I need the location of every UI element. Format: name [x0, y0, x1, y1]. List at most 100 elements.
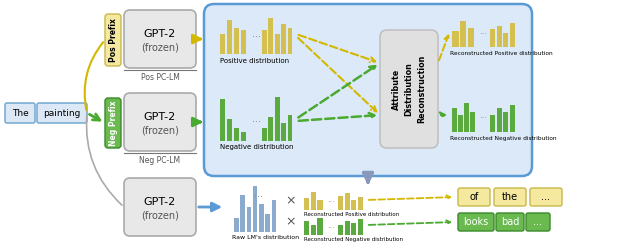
Bar	[317, 200, 323, 210]
FancyBboxPatch shape	[458, 188, 490, 206]
Bar	[344, 221, 349, 235]
Bar	[262, 128, 267, 141]
Bar	[351, 200, 356, 210]
Bar	[317, 218, 323, 235]
Text: ...: ...	[541, 192, 550, 202]
Bar	[304, 221, 309, 235]
FancyBboxPatch shape	[124, 178, 196, 236]
Bar	[452, 31, 458, 47]
FancyBboxPatch shape	[105, 98, 121, 148]
FancyBboxPatch shape	[494, 188, 526, 206]
Text: Attribute
Distribution
Reconstruction: Attribute Distribution Reconstruction	[392, 55, 426, 123]
Text: ...: ...	[252, 114, 261, 124]
Bar	[287, 114, 292, 141]
Text: Neg PC-LM: Neg PC-LM	[140, 156, 180, 165]
Text: Negative distribution: Negative distribution	[220, 144, 294, 150]
Bar	[241, 30, 246, 54]
FancyBboxPatch shape	[37, 103, 87, 123]
Bar	[234, 128, 239, 141]
Text: ...: ...	[327, 220, 335, 230]
Text: (frozen): (frozen)	[141, 43, 179, 53]
Bar	[310, 192, 316, 210]
Text: ...: ...	[252, 29, 261, 39]
FancyBboxPatch shape	[204, 4, 532, 176]
Text: Reconstructed Positive distribution: Reconstructed Positive distribution	[450, 51, 552, 56]
Bar	[351, 223, 356, 235]
Text: Neg Prefix: Neg Prefix	[109, 100, 118, 146]
Text: Reconstructed Negative distribution: Reconstructed Negative distribution	[304, 237, 403, 242]
Text: bad: bad	[501, 217, 519, 227]
FancyBboxPatch shape	[380, 30, 438, 148]
FancyBboxPatch shape	[530, 188, 562, 206]
Bar	[253, 186, 257, 232]
Text: ×: ×	[285, 194, 296, 207]
Text: Reconstructed Positive distribution: Reconstructed Positive distribution	[304, 212, 399, 217]
Bar	[275, 34, 280, 54]
Bar	[272, 200, 276, 232]
Bar	[266, 214, 270, 232]
Bar	[497, 108, 502, 132]
Bar	[468, 28, 474, 47]
Bar	[227, 119, 232, 141]
Bar	[490, 115, 495, 132]
FancyBboxPatch shape	[124, 10, 196, 68]
Bar	[497, 26, 502, 47]
Bar	[281, 24, 286, 54]
Text: Positive distribution: Positive distribution	[220, 58, 289, 64]
Bar	[220, 34, 225, 54]
Bar	[503, 112, 508, 132]
Bar	[220, 99, 225, 141]
FancyBboxPatch shape	[5, 103, 35, 123]
Text: ...: ...	[327, 196, 335, 204]
Bar	[338, 196, 343, 210]
Text: (frozen): (frozen)	[141, 211, 179, 221]
Bar	[281, 124, 286, 141]
Bar	[262, 30, 267, 54]
Bar	[240, 195, 245, 232]
Bar	[268, 117, 273, 141]
Text: Reconstructed Negative distribution: Reconstructed Negative distribution	[450, 136, 557, 141]
Text: of: of	[469, 192, 479, 202]
Bar	[287, 28, 292, 54]
FancyBboxPatch shape	[124, 93, 196, 151]
Text: (frozen): (frozen)	[141, 126, 179, 136]
Text: GPT-2: GPT-2	[144, 29, 176, 39]
Bar	[458, 115, 463, 132]
Bar	[275, 97, 280, 141]
Text: Raw LM's distribution: Raw LM's distribution	[232, 235, 299, 240]
Bar	[246, 207, 251, 232]
Text: looks: looks	[463, 217, 488, 227]
Text: ...: ...	[534, 217, 543, 227]
Text: GPT-2: GPT-2	[144, 197, 176, 207]
Bar	[509, 23, 515, 47]
Bar	[509, 105, 515, 132]
Bar	[304, 198, 309, 210]
Text: GPT-2: GPT-2	[144, 112, 176, 122]
Text: Pos Prefix: Pos Prefix	[109, 18, 118, 62]
Bar	[464, 103, 468, 132]
FancyBboxPatch shape	[105, 14, 121, 66]
Bar	[234, 218, 239, 232]
Bar	[310, 225, 316, 235]
Text: ×: ×	[285, 216, 296, 228]
FancyBboxPatch shape	[458, 213, 494, 231]
Text: painting: painting	[44, 108, 81, 118]
Text: ...: ...	[479, 110, 487, 120]
Bar	[358, 219, 362, 235]
FancyBboxPatch shape	[526, 213, 550, 231]
Bar	[490, 30, 495, 47]
FancyBboxPatch shape	[496, 213, 524, 231]
Text: Pos PC-LM: Pos PC-LM	[141, 73, 179, 82]
Bar	[268, 18, 273, 54]
Bar	[503, 32, 508, 47]
Bar	[452, 108, 456, 132]
Text: ...: ...	[254, 189, 263, 199]
Bar	[227, 20, 232, 54]
Text: the: the	[502, 192, 518, 202]
Bar	[460, 22, 467, 47]
Text: ...: ...	[479, 26, 487, 36]
Bar	[358, 197, 362, 210]
Bar	[259, 204, 264, 232]
Bar	[234, 28, 239, 54]
Bar	[344, 193, 349, 210]
